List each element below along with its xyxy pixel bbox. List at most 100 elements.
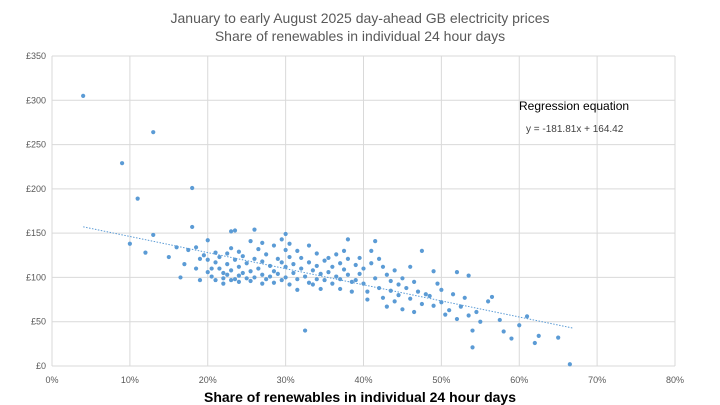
data-point: [193, 266, 199, 271]
x-axis-title: Share of renewables in individual 24 hou…: [204, 389, 516, 405]
data-point: [240, 254, 245, 259]
data-point: [373, 239, 378, 244]
data-point: [404, 285, 409, 291]
x-tick-label: 70%: [588, 375, 606, 385]
data-point: [221, 276, 226, 281]
data-point: [536, 333, 541, 338]
data-point: [260, 259, 265, 264]
data-point: [431, 269, 436, 274]
data-point: [248, 239, 253, 244]
data-point: [306, 260, 312, 265]
data-point: [322, 277, 327, 283]
data-point: [240, 270, 245, 276]
data-point: [127, 241, 132, 246]
data-point: [361, 281, 366, 286]
data-point: [314, 263, 319, 269]
data-point: [174, 245, 179, 250]
data-point: [458, 304, 463, 309]
data-point: [236, 273, 241, 278]
data-point: [302, 328, 308, 333]
data-point: [178, 275, 183, 280]
data-point: [225, 262, 230, 267]
data-point: [225, 251, 230, 256]
data-point: [341, 248, 347, 253]
data-point: [213, 277, 218, 283]
data-point: [310, 282, 315, 287]
regression-equation: y = -181.81x + 164.42: [526, 124, 624, 135]
data-point: [489, 294, 495, 300]
data-point: [509, 336, 514, 341]
data-point: [119, 161, 125, 166]
data-point: [209, 266, 214, 271]
data-point: [252, 275, 257, 280]
data-point: [357, 255, 362, 261]
data-point: [264, 252, 269, 257]
data-point: [213, 250, 218, 255]
data-point: [334, 252, 339, 257]
data-point: [260, 240, 265, 245]
data-point: [135, 196, 140, 201]
data-point: [412, 279, 417, 284]
data-point: [474, 309, 479, 315]
data-point: [275, 271, 280, 276]
data-point: [232, 257, 238, 262]
data-point: [466, 273, 471, 278]
data-point: [275, 256, 280, 261]
data-point: [306, 280, 312, 285]
data-point: [341, 267, 347, 272]
data-point: [454, 316, 460, 322]
data-point: [229, 246, 234, 251]
data-point: [225, 272, 230, 277]
data-point: [349, 279, 354, 284]
data-point: [256, 266, 261, 271]
data-point: [334, 274, 339, 279]
data-point: [299, 255, 304, 261]
data-point: [326, 255, 331, 261]
data-point: [252, 256, 257, 261]
data-point: [567, 362, 572, 367]
y-tick-label: £0: [36, 361, 46, 371]
data-point: [310, 268, 315, 273]
data-point: [380, 264, 386, 269]
data-point: [419, 248, 425, 253]
data-point: [236, 264, 241, 269]
data-point: [244, 276, 249, 281]
data-point: [419, 301, 425, 307]
y-axis: £0 £50 £100 £150 £200 £250 £300 £350: [26, 51, 46, 371]
data-point: [517, 323, 522, 328]
data-point: [466, 313, 471, 318]
data-point: [81, 93, 86, 98]
data-point: [365, 297, 370, 302]
data-point: [338, 261, 343, 266]
data-point: [353, 262, 358, 268]
data-point: [524, 314, 530, 319]
data-point: [260, 281, 265, 286]
data-point: [236, 249, 241, 254]
data-point: [232, 277, 238, 282]
data-point: [345, 237, 351, 242]
x-tick-label: 50%: [432, 375, 450, 385]
data-point: [279, 277, 284, 283]
data-point: [229, 268, 234, 273]
data-point: [365, 289, 370, 294]
data-point: [338, 286, 343, 292]
data-point: [408, 264, 413, 269]
y-tick-label: £300: [26, 95, 46, 105]
data-point: [267, 263, 273, 269]
data-point: [264, 277, 269, 282]
data-point: [338, 277, 343, 282]
y-tick-label: £200: [26, 184, 46, 194]
x-axis: 0% 10% 20% 30% 40% 50% 60% 70% 80%: [45, 375, 684, 385]
data-point: [427, 293, 432, 299]
data-point: [373, 276, 378, 281]
data-point: [369, 248, 374, 253]
x-tick-label: 80%: [666, 375, 684, 385]
x-tick-label: 20%: [199, 375, 217, 385]
data-point: [260, 272, 265, 277]
chart-title: January to early August 2025 day-ahead G…: [171, 10, 550, 26]
data-point: [353, 277, 358, 283]
data-point: [330, 281, 335, 286]
data-point: [443, 312, 448, 317]
data-point: [217, 266, 222, 271]
